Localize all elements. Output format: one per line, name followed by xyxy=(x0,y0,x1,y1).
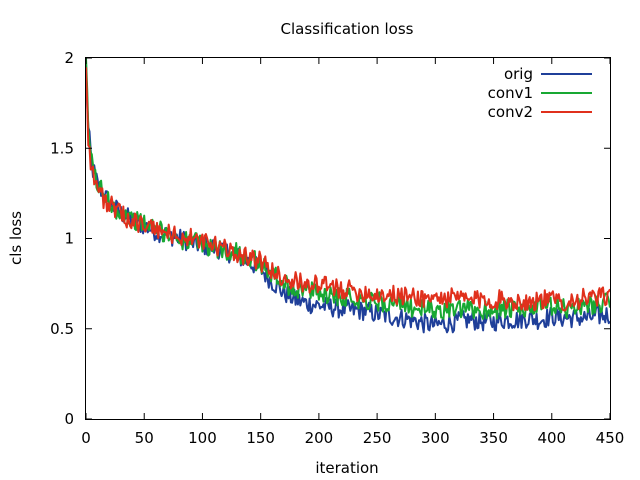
legend-label: conv2 xyxy=(488,103,533,121)
x-tick-label: 250 xyxy=(363,429,392,447)
x-tick-label: 300 xyxy=(421,429,450,447)
x-tick-label: 100 xyxy=(188,429,217,447)
legend-label: orig xyxy=(504,65,533,83)
y-axis: 0 0.5 1 1.5 2 xyxy=(50,49,610,428)
x-tick-label: 350 xyxy=(479,429,508,447)
x-axis-label: iteration xyxy=(315,459,378,477)
x-tick-label: 400 xyxy=(537,429,566,447)
y-tick-label: 1.5 xyxy=(50,139,74,157)
series-line-conv2 xyxy=(85,67,611,312)
plot-frame xyxy=(85,57,611,420)
plot-area xyxy=(85,57,611,334)
x-axis: 0 50 100 150 200 250 300 350 400 450 xyxy=(81,58,624,447)
x-tick-label: 0 xyxy=(81,429,91,447)
legend-label: conv1 xyxy=(488,84,533,102)
chart-title: Classification loss xyxy=(281,20,414,38)
x-tick-label: 150 xyxy=(246,429,275,447)
y-tick-label: 1 xyxy=(64,230,74,248)
y-tick-label: 2 xyxy=(64,49,74,67)
x-tick-label: 450 xyxy=(596,429,625,447)
y-tick-label: 0 xyxy=(64,410,74,428)
y-axis-label: cls loss xyxy=(7,211,25,265)
x-tick-label: 50 xyxy=(135,429,154,447)
x-tick-label: 200 xyxy=(305,429,334,447)
y-tick-label: 0.5 xyxy=(50,320,74,338)
